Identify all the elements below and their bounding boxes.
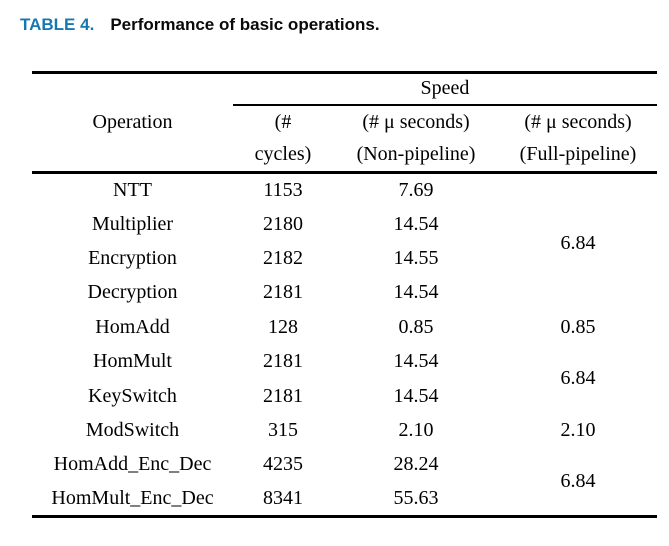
cell-non-pipeline: 0.85 (398, 315, 434, 338)
cell-operation: HomMult (93, 350, 172, 373)
cell-operation: HomAdd (95, 315, 170, 338)
cell-full-pipeline-merged-group2: 6.84 (560, 367, 596, 390)
cell-operation: NTT (113, 178, 152, 201)
table-caption-label: TABLE 4. (20, 15, 95, 34)
column-header-full-pipeline: (# μ seconds) (Full-pipeline) (499, 104, 657, 174)
column-header-full-pipeline-line1: (# μ seconds) (524, 111, 632, 134)
column-header-cycles: (# cycles) (233, 104, 333, 174)
table-row-homadd-enc-dec: HomAdd_Enc_Dec 4235 28.24 6.84 (32, 448, 657, 491)
cell-cycles: 8341 (263, 486, 303, 509)
table-row-modswitch: ModSwitch 315 2.10 2.10 (32, 413, 657, 447)
column-header-non-pipeline-line1: (# μ seconds) (362, 111, 470, 134)
cell-non-pipeline: 14.54 (393, 281, 439, 304)
performance-table: Operation Speed (# cycles) (# μ seconds)… (32, 71, 657, 518)
cell-non-pipeline: 14.54 (393, 384, 439, 407)
column-header-cycles-line2: cycles) (254, 143, 312, 166)
cell-non-pipeline: 14.54 (393, 350, 439, 373)
cell-non-pipeline: 14.54 (393, 212, 439, 235)
cell-operation: KeySwitch (88, 384, 177, 407)
cell-non-pipeline: 2.10 (398, 418, 434, 441)
cell-operation: ModSwitch (85, 418, 180, 441)
table-row-keyswitch: KeySwitch 2181 14.54 (32, 379, 657, 413)
cell-non-pipeline: 55.63 (393, 486, 439, 509)
cell-cycles: 4235 (263, 453, 303, 476)
cell-cycles: 2181 (263, 350, 303, 373)
cell-non-pipeline: 28.24 (393, 453, 439, 476)
table-row-homadd: HomAdd 128 0.85 0.85 (32, 310, 657, 344)
merged-value-group1: 6.84 (560, 231, 596, 254)
cell-operation: HomAdd_Enc_Dec (53, 453, 212, 476)
cell-operation: Encryption (88, 246, 177, 269)
table-caption-text: Performance of basic operations. (110, 15, 380, 34)
table-row-encryption: Encryption 2182 14.55 (32, 241, 657, 275)
cell-operation: Decryption (87, 281, 178, 304)
table-row-hommult: HomMult 2181 14.54 6.84 (32, 344, 657, 389)
column-header-non-pipeline-line2: (Non-pipeline) (356, 143, 476, 166)
column-header-cycles-line1: (# (274, 111, 292, 134)
cell-full-pipeline-empty (499, 173, 657, 207)
cell-non-pipeline: 14.55 (393, 246, 439, 269)
cell-operation: Multiplier (91, 212, 174, 235)
cell-full-pipeline-merged-group1: 6.84 (499, 207, 657, 310)
cell-cycles: 1153 (263, 178, 303, 201)
table-row-multiplier: Multiplier 2180 14.54 6.84 (32, 207, 657, 254)
cell-cycles: 2181 (263, 281, 303, 304)
table-row-ntt: NTT 1153 7.69 (32, 173, 657, 207)
column-group-header-speed: Speed (233, 72, 657, 106)
cell-cycles: 315 (268, 418, 298, 441)
table-caption: TABLE 4. Performance of basic operations. (20, 14, 380, 36)
cell-cycles: 128 (268, 315, 298, 338)
column-header-non-pipeline: (# μ seconds) (Non-pipeline) (333, 104, 499, 174)
table-row-hommult-enc-dec: HomMult_Enc_Dec 8341 55.63 (32, 482, 657, 516)
table-row-decryption: Decryption 2181 14.54 (32, 276, 657, 310)
cell-cycles: 2182 (263, 246, 303, 269)
header-row-speed: Operation Speed (32, 72, 657, 174)
header-row-subcolumns: (# cycles) (# μ seconds) (Non-pipeline) … (32, 104, 657, 174)
column-header-full-pipeline-line2: (Full-pipeline) (519, 143, 637, 166)
cell-full-pipeline-merged-group3: 6.84 (560, 469, 596, 492)
cell-full-pipeline: 0.85 (560, 315, 596, 338)
cell-non-pipeline: 7.69 (398, 178, 434, 201)
cell-cycles: 2180 (263, 212, 303, 235)
column-header-operation: Operation (32, 72, 233, 174)
cell-cycles: 2181 (263, 384, 303, 407)
cell-full-pipeline: 2.10 (560, 418, 596, 441)
cell-operation: HomMult_Enc_Dec (51, 486, 214, 509)
